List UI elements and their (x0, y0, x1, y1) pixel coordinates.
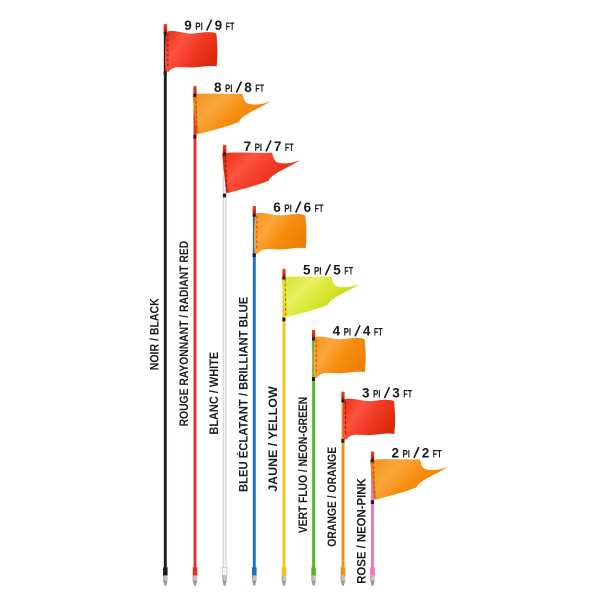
svg-text:VERT FLUO / NEON-GREEN: VERT FLUO / NEON-GREEN (296, 397, 310, 533)
svg-text:ORANGE / ORANGE: ORANGE / ORANGE (325, 447, 339, 547)
svg-text:NOIR / BLACK: NOIR / BLACK (148, 298, 162, 370)
svg-text:ROUGE RAYONNANT / RADIANT RED: ROUGE RAYONNANT / RADIANT RED (177, 241, 191, 427)
svg-text:BLEU ÉCLATANT / BRILLIANT BLUE: BLEU ÉCLATANT / BRILLIANT BLUE (236, 297, 251, 492)
svg-text:ROSE / NEON-PINK: ROSE / NEON-PINK (355, 478, 369, 584)
svg-text:JAUNE / YELLOW: JAUNE / YELLOW (266, 386, 280, 492)
svg-text:BLANC / WHITE: BLANC / WHITE (207, 352, 221, 435)
